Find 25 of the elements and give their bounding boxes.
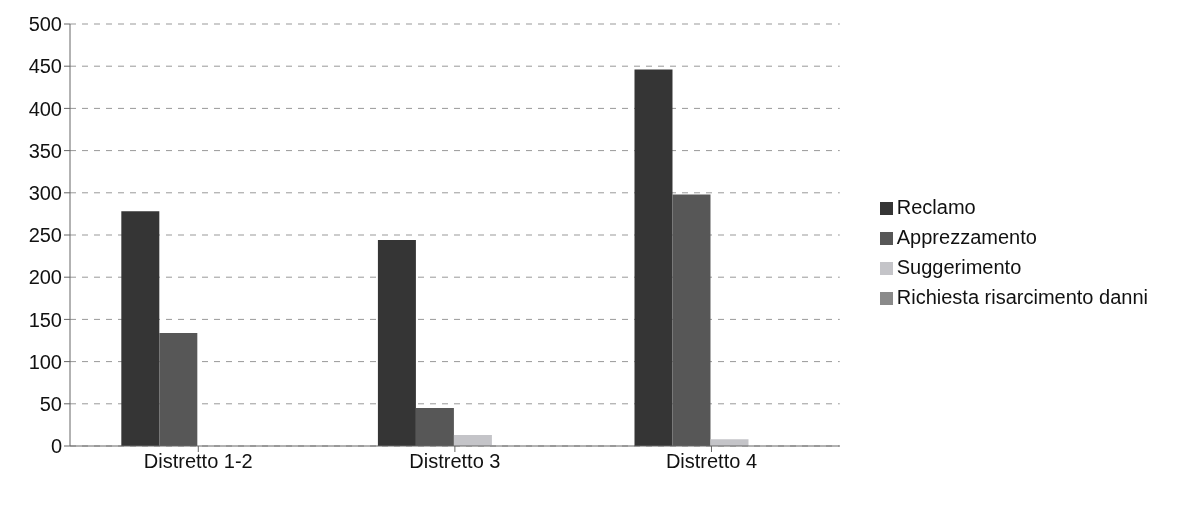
- y-tick-label: 150: [28, 308, 62, 331]
- bar: [453, 435, 492, 446]
- y-tick-label: 300: [28, 181, 62, 204]
- bar: [672, 194, 711, 446]
- y-tick-label: 250: [28, 224, 62, 247]
- legend-label: Suggerimento: [896, 256, 1022, 278]
- legend-label: Richiesta risarcimento danni: [896, 286, 1148, 308]
- y-tick-label: 0: [50, 435, 62, 458]
- bar: [159, 332, 198, 446]
- x-tick-label: Distretto 3: [409, 450, 501, 473]
- y-tick-label: 200: [28, 266, 62, 289]
- x-tick-label: Distretto 4: [665, 450, 758, 473]
- bar: [121, 211, 160, 446]
- y-tick-label: 350: [28, 139, 62, 162]
- y-tick-label: 450: [28, 55, 62, 78]
- y-tick-label: 500: [28, 13, 62, 36]
- y-tick-label: 100: [28, 350, 62, 373]
- bar: [415, 408, 454, 446]
- x-tick-label: Distretto 1-2: [143, 450, 253, 473]
- bar: [377, 240, 416, 446]
- y-tick-label: 400: [28, 97, 62, 120]
- bar: [634, 69, 673, 446]
- legend-label: Apprezzamento: [896, 226, 1037, 248]
- legend-label: Reclamo: [896, 196, 976, 218]
- y-tick-label: 50: [39, 392, 62, 415]
